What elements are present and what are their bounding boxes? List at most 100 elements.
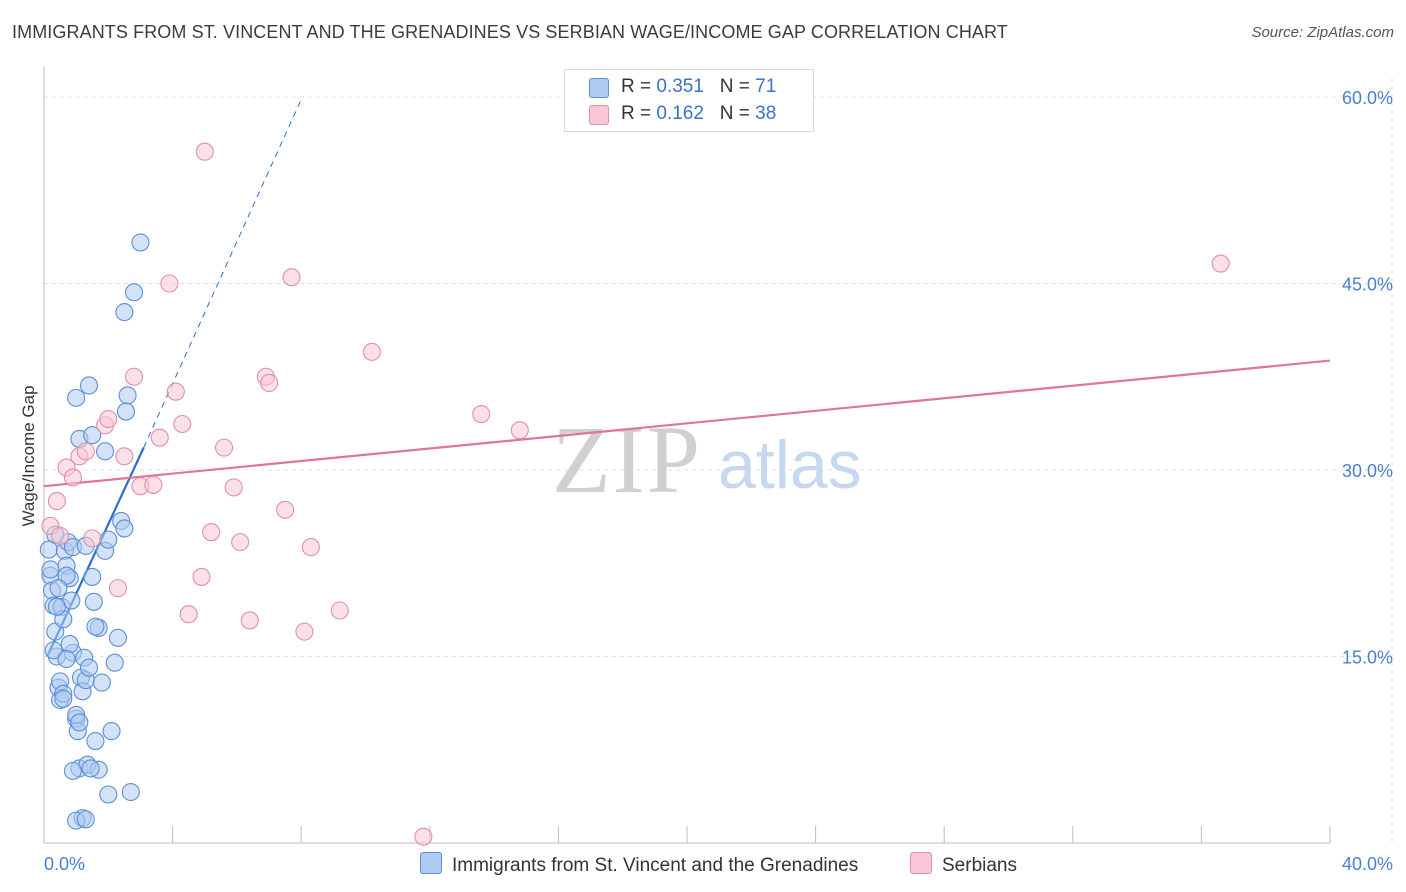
point-blue (84, 592, 103, 611)
point-pink (166, 382, 185, 401)
point-blue (81, 759, 100, 778)
point-pink (51, 526, 70, 545)
point-pink (150, 428, 169, 447)
point-blue (60, 635, 79, 654)
point-blue (108, 628, 127, 647)
bottom-legend-label-pink: Serbians (942, 855, 1017, 876)
point-blue (102, 722, 121, 741)
point-blue (54, 689, 73, 708)
legend-r-value: 0.162 (656, 103, 704, 124)
point-pink (414, 827, 433, 846)
y-tick-label: 60.0% (1342, 88, 1393, 108)
point-pink (202, 523, 221, 542)
point-pink (76, 442, 95, 461)
point-blue (76, 810, 95, 829)
point-blue (92, 673, 111, 692)
point-pink (214, 438, 234, 457)
point-pink (276, 500, 295, 519)
point-blue (63, 761, 82, 780)
point-pink (192, 567, 211, 586)
point-pink (124, 367, 144, 386)
point-blue (105, 653, 124, 672)
legend-text-blue: R = 0.351 N = 71 (621, 76, 776, 98)
point-blue (79, 658, 99, 677)
x-tick-label: 0.0% (44, 854, 85, 874)
point-blue (49, 579, 68, 598)
legend-r-value: 0.351 (656, 76, 704, 97)
point-pink (144, 475, 163, 494)
bottom-legend-swatch-blue (420, 852, 442, 874)
point-pink (240, 611, 259, 630)
point-pink (231, 533, 250, 552)
point-pink (510, 421, 529, 440)
trend-line-blue-dashed (143, 99, 302, 448)
legend-n-label: N = (719, 103, 756, 124)
point-pink (160, 274, 179, 293)
legend-n-label: N = (719, 76, 756, 97)
trend-line-pink (43, 359, 1331, 488)
point-pink (224, 478, 243, 497)
point-blue (44, 641, 63, 660)
point-blue (79, 376, 99, 395)
point-pink (472, 404, 491, 424)
point-blue (115, 303, 134, 322)
point-blue (86, 617, 105, 636)
bottom-legend-blue: Immigrants from St. Vincent and the Gren… (420, 852, 858, 877)
point-pink (282, 268, 301, 287)
point-pink (99, 409, 118, 429)
point-pink (195, 142, 214, 161)
point-pink (295, 622, 314, 641)
legend-n-value: 71 (755, 76, 777, 97)
point-blue (57, 649, 76, 669)
point-pink (362, 342, 381, 361)
y-tick-label: 45.0% (1342, 275, 1393, 295)
legend-n-value: 38 (755, 103, 777, 124)
point-blue (47, 597, 66, 616)
trend-lines (43, 99, 1331, 657)
point-blue (116, 402, 136, 421)
point-blue (99, 530, 118, 549)
legend-text-pink: R = 0.162 N = 38 (621, 103, 776, 125)
point-blue (70, 713, 89, 732)
legend-swatch-blue (589, 78, 609, 98)
point-pink (115, 447, 134, 466)
point-blue (99, 785, 118, 804)
point-blue (118, 386, 137, 405)
data-points (39, 142, 1230, 846)
point-blue (83, 426, 102, 445)
bottom-legend-swatch-pink (910, 852, 932, 874)
x-tick-label: 40.0% (1342, 854, 1393, 874)
point-pink (179, 605, 198, 624)
point-blue (121, 782, 140, 802)
point-pink (63, 468, 82, 487)
watermark-zip: ZIP (552, 406, 702, 513)
legend-swatch-pink (589, 105, 609, 125)
point-blue (115, 519, 134, 538)
point-pink (83, 529, 102, 548)
point-pink (47, 492, 66, 511)
bottom-legend-label-blue: Immigrants from St. Vincent and the Gren… (452, 855, 859, 876)
source-label: Source: ZipAtlas.com (1251, 24, 1394, 41)
point-blue (86, 731, 105, 751)
point-pink (1211, 254, 1230, 273)
y-axis-label: Wage/Income Gap (19, 385, 38, 526)
point-pink (301, 538, 320, 557)
chart-title: IMMIGRANTS FROM ST. VINCENT AND THE GREN… (12, 22, 1008, 42)
legend-r-label: R = (621, 103, 657, 124)
point-pink (108, 579, 127, 598)
y-tick-labels: 15.0% 30.0% 45.0% 60.0% (1342, 88, 1393, 668)
bottom-legend-pink: Serbians (910, 852, 1017, 877)
legend-r-label: R = (621, 76, 657, 97)
y-tick-label: 30.0% (1342, 461, 1393, 481)
stats-legend: R = 0.351 N = 71 R = 0.162 N = 38 (564, 69, 814, 132)
x-tick-labels: 0.0% 40.0% (44, 854, 1393, 874)
point-blue (124, 283, 144, 302)
point-blue (41, 560, 60, 579)
point-blue (131, 233, 150, 252)
point-pink (330, 601, 349, 620)
point-pink (259, 373, 279, 393)
gridlines (44, 78, 1393, 843)
point-blue (67, 388, 86, 407)
point-pink (173, 414, 192, 434)
